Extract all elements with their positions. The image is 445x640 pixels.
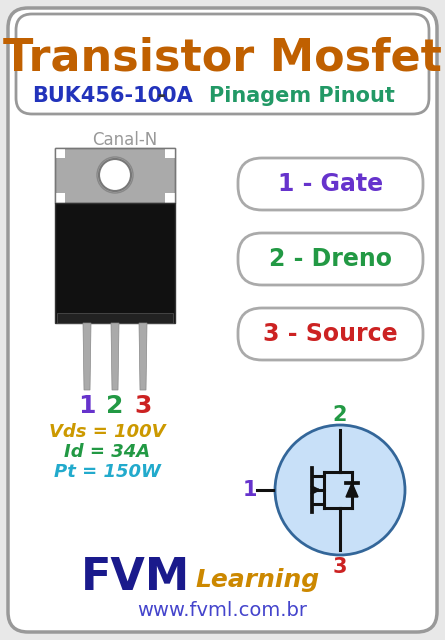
Text: 2 - Dreno: 2 - Dreno: [269, 247, 392, 271]
Polygon shape: [139, 323, 147, 390]
FancyBboxPatch shape: [238, 308, 423, 360]
Text: 1 - Gate: 1 - Gate: [278, 172, 383, 196]
Text: www.fvml.com.br: www.fvml.com.br: [137, 600, 307, 620]
Text: Learning: Learning: [195, 568, 319, 592]
Circle shape: [99, 159, 131, 191]
Text: Pinagem Pinout: Pinagem Pinout: [209, 86, 395, 106]
Text: Pt = 150W: Pt = 150W: [53, 463, 161, 481]
Text: 2: 2: [333, 405, 347, 425]
FancyBboxPatch shape: [238, 233, 423, 285]
Circle shape: [275, 425, 405, 555]
Bar: [57, 313, 173, 323]
Polygon shape: [83, 323, 91, 390]
Bar: [55, 203, 175, 323]
FancyBboxPatch shape: [8, 8, 437, 632]
Text: 3: 3: [134, 394, 152, 418]
Text: 1: 1: [243, 480, 257, 500]
Polygon shape: [346, 483, 358, 497]
Text: 3: 3: [333, 557, 347, 577]
Text: FVM: FVM: [81, 557, 190, 600]
Bar: [55, 148, 175, 203]
Text: Id = 34A: Id = 34A: [64, 443, 150, 461]
Text: BUK456-100A: BUK456-100A: [32, 86, 192, 106]
Bar: [55, 148, 175, 203]
Bar: [55, 148, 65, 158]
Text: 2: 2: [106, 394, 124, 418]
Text: 1: 1: [78, 394, 96, 418]
FancyBboxPatch shape: [16, 14, 429, 114]
Text: Vds = 100V: Vds = 100V: [49, 423, 165, 441]
Text: Transistor Mosfet: Transistor Mosfet: [3, 36, 441, 79]
FancyBboxPatch shape: [238, 158, 423, 210]
Text: 3 - Source: 3 - Source: [263, 322, 398, 346]
Bar: [165, 193, 175, 203]
Text: Canal-N: Canal-N: [93, 131, 158, 149]
Text: -: -: [150, 86, 174, 106]
Bar: [55, 193, 65, 203]
Polygon shape: [111, 323, 119, 390]
Bar: [165, 148, 175, 158]
